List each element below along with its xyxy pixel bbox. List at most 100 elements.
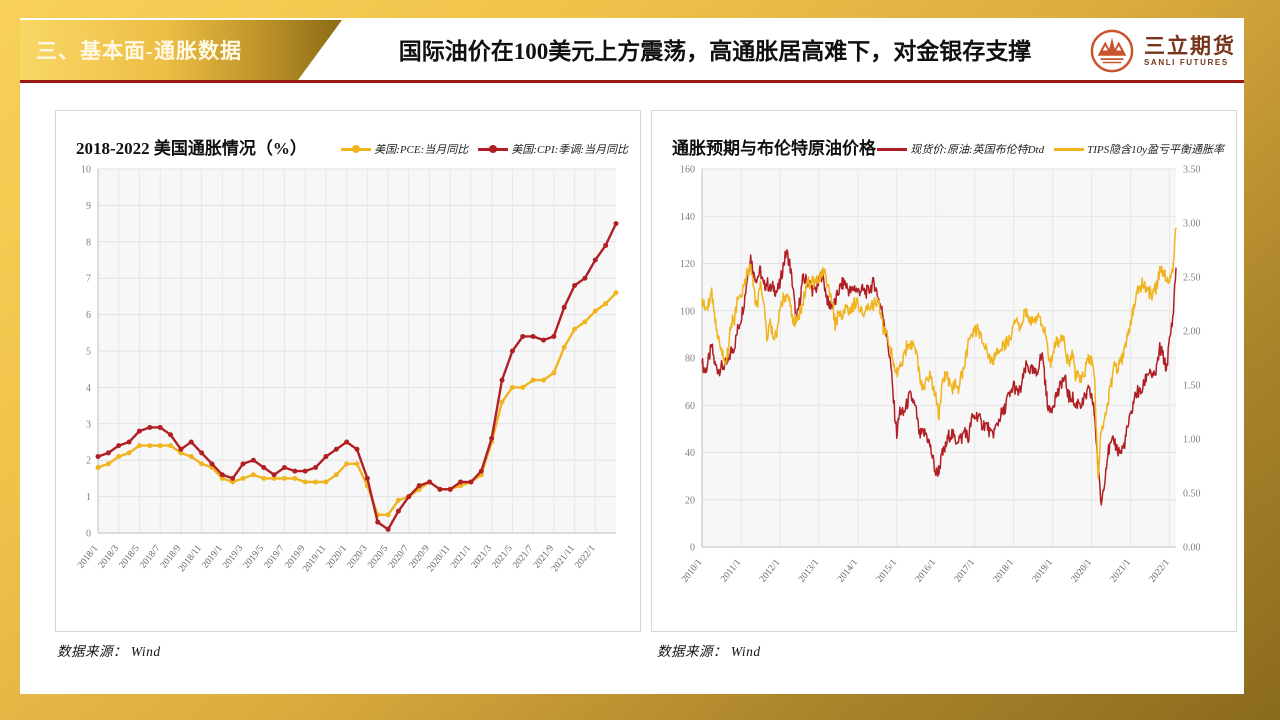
svg-text:8: 8 — [86, 237, 91, 248]
svg-text:2018/1: 2018/1 — [992, 557, 1016, 584]
svg-text:2022/1: 2022/1 — [1148, 557, 1172, 584]
svg-text:2014/1: 2014/1 — [836, 557, 860, 584]
svg-text:2021/1: 2021/1 — [449, 543, 473, 570]
svg-text:4: 4 — [86, 383, 91, 394]
svg-text:2019/7: 2019/7 — [263, 543, 287, 570]
svg-text:2021/11: 2021/11 — [550, 544, 577, 575]
svg-text:7: 7 — [86, 274, 91, 285]
svg-text:2020/1: 2020/1 — [1070, 557, 1094, 584]
data-source-right: 数据来源： Wind — [657, 640, 761, 660]
svg-text:2018/3: 2018/3 — [97, 543, 121, 570]
svg-text:1.50: 1.50 — [1183, 381, 1201, 392]
brent-tips-line-chart: 0 20 40 60 80 100 120 140 160 0.00 0.50 1.00 1.50 2.0… — [680, 165, 1201, 585]
svg-text:3.50: 3.50 — [1183, 165, 1201, 176]
legend-label: 美国:CPI:季调:当月同比 — [511, 144, 628, 156]
legend-item-brent: 现货价:原油:英国布伦特Dtd — [877, 141, 1044, 157]
svg-text:2019/3: 2019/3 — [221, 543, 245, 570]
source-value: Wind — [730, 644, 761, 659]
data-source-left: 数据来源： Wind — [57, 640, 161, 660]
svg-text:2020/11: 2020/11 — [426, 544, 453, 575]
svg-text:2018/1: 2018/1 — [76, 543, 100, 570]
svg-text:2018/7: 2018/7 — [138, 543, 162, 570]
svg-text:5: 5 — [86, 347, 91, 358]
svg-text:2013/1: 2013/1 — [797, 557, 821, 584]
svg-text:2020/7: 2020/7 — [387, 543, 411, 570]
logo-text: 三立期货 SANLI FUTURES — [1144, 35, 1236, 67]
svg-text:2017/1: 2017/1 — [953, 557, 977, 584]
svg-text:40: 40 — [685, 448, 695, 459]
svg-text:0.00: 0.00 — [1183, 543, 1201, 554]
svg-text:2016/1: 2016/1 — [914, 557, 938, 584]
chart-legend: 美国:PCE:当月同比 美国:CPI:季调:当月同比 — [341, 141, 628, 159]
logo-name-en: SANLI FUTURES — [1144, 57, 1229, 67]
svg-text:1.00: 1.00 — [1183, 435, 1201, 446]
svg-text:2022/1: 2022/1 — [574, 543, 598, 570]
svg-text:0: 0 — [690, 543, 695, 554]
svg-text:2019/1: 2019/1 — [1031, 557, 1055, 584]
svg-text:0.50: 0.50 — [1183, 489, 1201, 500]
svg-text:9: 9 — [86, 201, 91, 212]
svg-text:2019/11: 2019/11 — [301, 544, 328, 575]
svg-text:140: 140 — [680, 212, 695, 223]
chart-title: 2018-2022 美国通胀情况（%） — [76, 139, 307, 158]
source-value: Wind — [130, 644, 161, 659]
svg-text:2020/3: 2020/3 — [346, 543, 370, 570]
svg-text:120: 120 — [680, 259, 695, 270]
svg-text:2021/1: 2021/1 — [1109, 557, 1133, 584]
panel-head: 2018-2022 美国通胀情况（%） 美国:PCE:当月同比 美国:CPI:季… — [68, 123, 628, 159]
company-logo: 三立期货 SANLI FUTURES — [1089, 26, 1236, 76]
svg-text:2021/7: 2021/7 — [511, 543, 535, 570]
legend-label: 美国:PCE:当月同比 — [374, 144, 469, 156]
panel-head: 通胀预期与布伦特原油价格 现货价:原油:英国布伦特Dtd TIPS隐含10y盈亏… — [664, 123, 1224, 159]
svg-text:1: 1 — [86, 492, 91, 503]
svg-text:3: 3 — [86, 419, 91, 430]
svg-text:2012/1: 2012/1 — [758, 557, 782, 584]
svg-text:3.00: 3.00 — [1183, 219, 1201, 230]
us-inflation-chart-panel: 2018-2022 美国通胀情况（%） 美国:PCE:当月同比 美国:CPI:季… — [55, 110, 641, 632]
svg-text:2011/1: 2011/1 — [719, 558, 743, 585]
svg-text:60: 60 — [685, 401, 695, 412]
svg-text:2.50: 2.50 — [1183, 273, 1201, 284]
svg-text:2010/1: 2010/1 — [680, 557, 704, 584]
svg-text:2020/5: 2020/5 — [366, 543, 390, 570]
svg-text:0: 0 — [86, 529, 91, 540]
brent-tips-chart-panel: 通胀预期与布伦特原油价格 现货价:原油:英国布伦特Dtd TIPS隐含10y盈亏… — [651, 110, 1237, 632]
svg-text:2018/5: 2018/5 — [118, 543, 142, 570]
svg-text:2: 2 — [86, 456, 91, 467]
svg-text:2020/1: 2020/1 — [325, 543, 349, 570]
svg-text:2018/11: 2018/11 — [177, 544, 204, 575]
svg-text:2019/5: 2019/5 — [242, 543, 266, 570]
svg-text:6: 6 — [86, 310, 91, 321]
source-label: 数据来源： — [57, 644, 127, 659]
brent-line-swatch — [877, 145, 908, 154]
section-label: 三、基本面-通胀数据 — [36, 39, 242, 63]
svg-text:160: 160 — [680, 165, 695, 176]
slide-title: 国际油价在100美元上方震荡，高通胀居高难下，对金银存支撑 — [398, 39, 1032, 64]
legend-label: TIPS隐含10y盈亏平衡通胀率 — [1087, 144, 1224, 156]
svg-text:2021/5: 2021/5 — [491, 543, 515, 570]
svg-text:20: 20 — [685, 495, 695, 506]
mountain-logo-icon — [1090, 29, 1134, 73]
cpi-line-swatch — [478, 145, 509, 154]
chart-title: 通胀预期与布伦特原油价格 — [672, 139, 876, 158]
svg-text:2.00: 2.00 — [1183, 327, 1201, 338]
legend-item-cpi: 美国:CPI:季调:当月同比 — [478, 141, 628, 157]
source-label: 数据来源： — [657, 644, 727, 659]
legend-label: 现货价:原油:英国布伦特Dtd — [910, 144, 1045, 156]
legend-item-pce: 美国:PCE:当月同比 — [341, 141, 468, 157]
svg-text:80: 80 — [685, 354, 695, 365]
svg-text:2015/1: 2015/1 — [875, 557, 899, 584]
section-banner: 三、基本面-通胀数据 — [20, 20, 342, 80]
chart-legend: 现货价:原油:英国布伦特Dtd TIPS隐含10y盈亏平衡通胀率 — [877, 141, 1224, 159]
legend-item-tips: TIPS隐含10y盈亏平衡通胀率 — [1054, 141, 1224, 157]
header-divider — [20, 80, 1244, 83]
pce-line-swatch — [341, 145, 372, 154]
svg-text:10: 10 — [81, 165, 91, 176]
tips-line-swatch — [1054, 145, 1085, 154]
svg-text:2019/1: 2019/1 — [201, 543, 225, 570]
logo-name-cn: 三立期货 — [1144, 33, 1236, 58]
svg-text:100: 100 — [680, 306, 695, 317]
svg-text:2021/3: 2021/3 — [470, 543, 494, 570]
